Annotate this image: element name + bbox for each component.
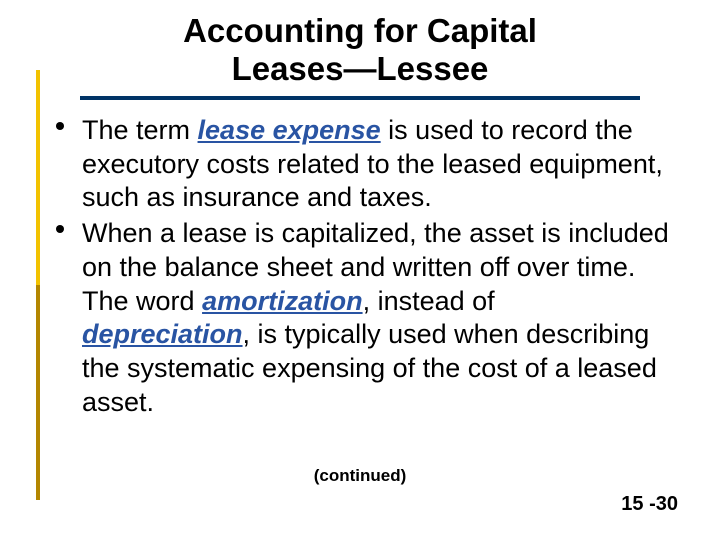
text-run: , instead of: [363, 286, 495, 316]
slide-body: The term lease expense is used to record…: [40, 100, 680, 420]
bullet-item: The term lease expense is used to record…: [50, 114, 670, 215]
key-term: lease expense: [198, 115, 381, 145]
bullet-item: When a lease is capitalized, the asset i…: [50, 217, 670, 420]
continued-label: (continued): [0, 466, 720, 486]
slide-title-line2: Leases—Lessee: [232, 50, 489, 87]
page-number: 15 -30: [621, 493, 678, 516]
left-accent-bar: [36, 70, 40, 500]
bullet-marker-icon: [56, 122, 64, 130]
text-run: The term: [82, 115, 198, 145]
bullet-text: The term lease expense is used to record…: [82, 114, 670, 215]
slide-title-line1: Accounting for Capital: [183, 12, 537, 49]
bullet-marker-icon: [56, 225, 64, 233]
slide: Accounting for Capital Leases—Lessee The…: [0, 0, 720, 540]
key-term: depreciation: [82, 319, 243, 349]
bullet-text: When a lease is capitalized, the asset i…: [82, 217, 670, 420]
slide-title: Accounting for Capital Leases—Lessee: [40, 12, 680, 96]
left-accent-seg-top: [36, 70, 40, 285]
key-term: amortization: [202, 286, 363, 316]
